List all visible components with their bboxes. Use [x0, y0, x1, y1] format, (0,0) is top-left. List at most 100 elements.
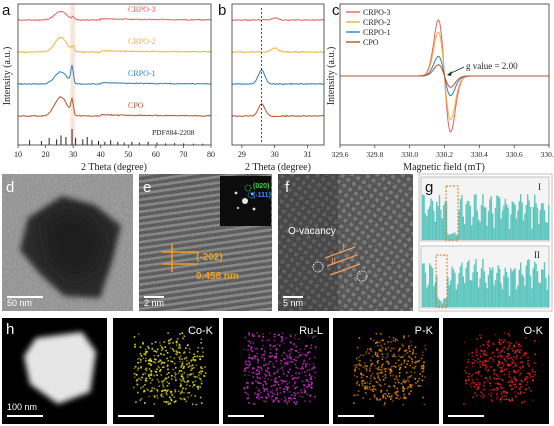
profile-bar — [543, 210, 546, 240]
profile-bar — [482, 194, 484, 240]
profile-bar — [486, 225, 488, 240]
profile-bar — [458, 272, 460, 307]
profile-bar — [518, 201, 520, 240]
profile-bar — [475, 259, 477, 307]
profile-bar — [440, 209, 442, 240]
profile-bar — [514, 204, 516, 240]
epr-line-cpo — [340, 64, 549, 88]
profile-bar — [427, 209, 429, 240]
eds-map-label: Ru-L — [299, 325, 323, 337]
profile-bar — [492, 267, 494, 307]
profile-bar — [468, 201, 470, 240]
profile-bar — [448, 285, 450, 307]
profile-bar — [496, 272, 498, 307]
panel-b-x-ticks: 29 30 31 — [238, 145, 312, 159]
x-tick-label: 329.8 — [366, 150, 383, 159]
profile-bar — [455, 289, 457, 307]
profile-bar — [513, 202, 515, 240]
profile-bar — [535, 203, 537, 240]
legend-label-cpo: CPO — [363, 38, 379, 47]
profile-bar — [444, 201, 446, 240]
panel-c-x-ticks: 329.6 329.8 330.0 330.2 330.4 330.6 330.8 — [332, 145, 554, 159]
profile-bar — [499, 198, 501, 240]
panel-g-profile-II — [422, 259, 550, 307]
panel-a-y-label: Intensity (a.u.) — [2, 47, 13, 106]
profile-bar — [511, 271, 513, 307]
x-tick-label: 330.6 — [506, 150, 523, 159]
eds-map-ru-l: Ru-L — [223, 318, 329, 424]
series-line-cpo — [17, 96, 212, 118]
profile-bar — [450, 280, 452, 307]
profile-bar — [521, 202, 523, 240]
profile-bar — [451, 233, 453, 240]
series-line-crpo-1 — [17, 64, 212, 86]
eds-map-p-k: P-K — [333, 318, 439, 424]
eds-map-o-k: O-K — [443, 318, 549, 424]
profile-bar — [506, 204, 508, 240]
profile-bar — [494, 207, 497, 240]
profile-bar — [504, 267, 506, 307]
profile-bar — [532, 207, 534, 240]
eds-map-scalebar — [228, 415, 264, 417]
profile-bar — [469, 206, 471, 240]
profile-bar — [476, 272, 478, 307]
profile-bar — [451, 266, 453, 307]
eds-map-co-k: Co-K — [113, 318, 219, 424]
profile-bar — [422, 263, 424, 307]
profile-bar — [503, 275, 505, 307]
panel-f-label-II: II — [331, 256, 336, 266]
profile-bar — [511, 201, 513, 240]
profile-bar — [443, 205, 445, 240]
profile-bar — [541, 203, 543, 240]
profile-bar — [518, 269, 520, 307]
profile-bar — [507, 277, 509, 307]
x-tick-label: 330.4 — [471, 150, 488, 159]
profile-bar — [548, 205, 550, 240]
profile-bar — [475, 194, 477, 240]
panel-label-b: b — [218, 2, 226, 19]
profile-bar — [485, 207, 487, 240]
panel-b-frame — [231, 3, 325, 146]
profile-bar — [510, 268, 512, 307]
eds-map-scalebar — [448, 415, 484, 417]
profile-bar — [479, 221, 481, 240]
panel-f-scale-label: 5 nm — [283, 298, 303, 308]
profile-bar — [520, 194, 522, 240]
profile-bar — [473, 194, 476, 240]
panel-b-xrd-zoom-chart: b 29 30 31 2 Theta (degree) — [218, 2, 325, 173]
eds-map-label: P-K — [415, 325, 434, 337]
x-tick-label: 29 — [238, 150, 246, 159]
panel-e-scale-label: 2 nm — [144, 298, 164, 308]
panel-d-scalebar — [7, 296, 43, 298]
x-tick-label: 330.8 — [541, 150, 554, 159]
panel-a-series — [17, 10, 212, 118]
profile-bar — [422, 194, 424, 240]
panel-e-fft-label-111: (-111) — [253, 192, 271, 199]
panel-g-intensity-profiles: I II g — [418, 173, 553, 312]
profile-bar — [462, 216, 464, 240]
profile-bar — [445, 201, 448, 240]
panel-e-dspacing: 0.458 nm — [196, 271, 239, 282]
profile-bar — [546, 289, 548, 307]
panel-e-hrtem-image: (020) (-111) (-202) 0.458 nm e 2 nm — [139, 174, 272, 311]
zoom-line-crpo-2 — [232, 47, 324, 54]
profile-bar — [472, 216, 474, 240]
legend-label-crpo-1: CRPO-1 — [363, 28, 391, 37]
profile-bar — [536, 207, 539, 240]
panel-e-fft-label-020: (020) — [253, 183, 269, 190]
eds-map-label: Co-K — [188, 325, 214, 337]
profile-bar — [538, 282, 540, 307]
profile-bar — [490, 196, 492, 240]
profile-bar — [465, 204, 467, 240]
profile-bar — [430, 265, 432, 307]
profile-bar — [426, 216, 428, 240]
profile-bar — [539, 210, 541, 240]
profile-bar — [524, 285, 526, 307]
legend-label-crpo-3: CRPO-3 — [363, 8, 391, 17]
panel-f-hrtem-image: O-vacancy I II f 5 nm — [278, 174, 413, 311]
profile-bar — [423, 263, 425, 307]
profile-bar — [424, 272, 427, 307]
profile-bar — [487, 275, 490, 307]
panel-d-scale-label: 50 nm — [7, 298, 32, 308]
